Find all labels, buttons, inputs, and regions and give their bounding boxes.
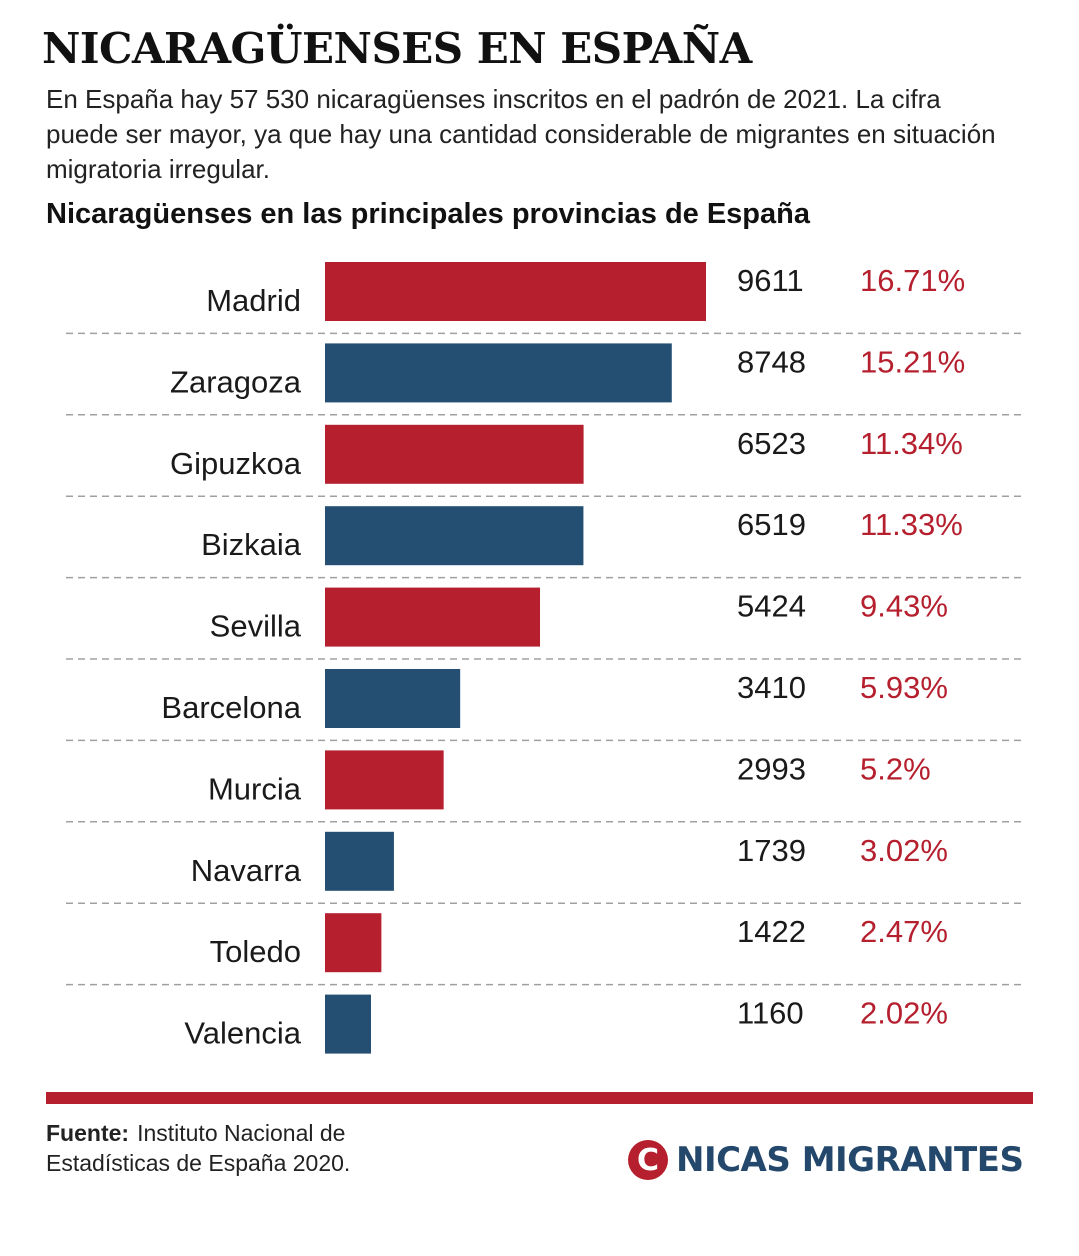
value-label: 8748 (737, 344, 806, 379)
bar (325, 587, 541, 647)
category-label: Gipuzkoa (170, 446, 302, 481)
value-label: 1160 (737, 996, 804, 1031)
percentage-label: 5.2% (860, 751, 931, 786)
value-label: 3410 (737, 670, 806, 705)
category-label: Barcelona (161, 690, 301, 725)
brand-logo-icon: C (628, 1140, 668, 1180)
bar (325, 424, 584, 484)
source-text: Instituto Nacional de Estadísticas de Es… (46, 1120, 351, 1176)
bottom-rule (46, 1092, 1033, 1104)
category-label: Bizkaia (201, 527, 302, 562)
bar (325, 506, 584, 566)
category-label: Valencia (184, 1016, 301, 1051)
percentage-label: 3.02% (860, 833, 948, 868)
percentage-label: 15.21% (860, 344, 965, 379)
category-label: Navarra (191, 853, 302, 888)
bar (325, 750, 444, 810)
bar (325, 994, 371, 1054)
source-note: Fuente: Instituto Nacional de Estadística… (46, 1118, 466, 1178)
category-label: Murcia (208, 771, 302, 806)
source-label: Fuente: (46, 1120, 130, 1146)
percentage-label: 9.43% (860, 589, 948, 624)
percentage-label: 11.33% (860, 507, 963, 542)
value-label: 1422 (737, 914, 806, 949)
value-label: 2993 (737, 751, 806, 786)
category-label: Zaragoza (170, 364, 302, 399)
brand-name: NICAS MIGRANTES (676, 1140, 1024, 1180)
category-label: Sevilla (210, 609, 302, 644)
bar (325, 669, 461, 728)
intro-text: En España hay 57 530 nicaragüenses inscr… (46, 84, 996, 184)
chart-title: Nicaragüenses en las principales provinc… (46, 198, 810, 230)
percentage-label: 16.71% (860, 263, 965, 298)
bar (325, 262, 706, 321)
bar (325, 831, 394, 891)
value-label: 5424 (737, 589, 806, 624)
category-label: Madrid (206, 283, 301, 318)
brand: C NICAS MIGRANTES (628, 1138, 1024, 1182)
percentage-label: 5.93% (860, 670, 948, 705)
value-label: 6523 (737, 426, 806, 461)
main-title: NICARAGÜENSES EN ESPAÑA (42, 24, 752, 73)
percentage-label: 2.02% (860, 996, 948, 1031)
bar (325, 913, 382, 973)
value-label: 9611 (737, 263, 804, 298)
value-label: 6519 (737, 507, 806, 542)
percentage-label: 2.47% (860, 914, 948, 949)
category-label: Toledo (210, 934, 301, 969)
bar (325, 343, 672, 403)
value-label: 1739 (737, 833, 806, 868)
percentage-label: 11.34% (860, 426, 963, 461)
